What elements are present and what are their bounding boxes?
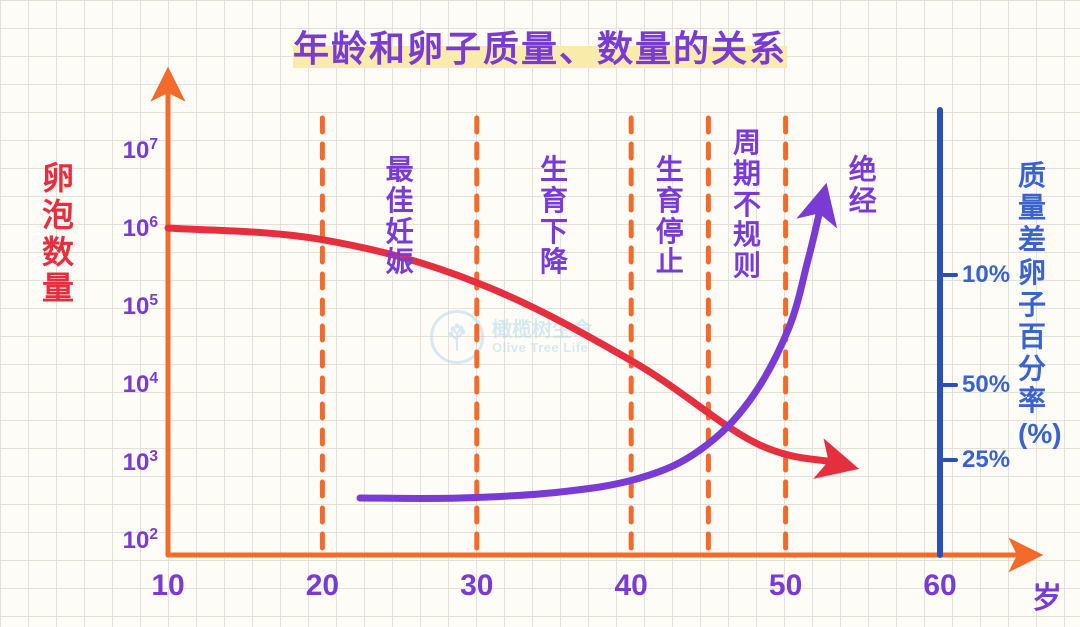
phase-label: 绝经 [849, 155, 877, 217]
y1-tick: 102 [98, 526, 158, 555]
phase-label: 最佳妊娠 [386, 155, 414, 278]
x-tick: 50 [769, 569, 802, 603]
y1-tick: 103 [98, 448, 158, 477]
y1-tick: 104 [98, 370, 158, 399]
y2-tick: 25% [962, 446, 1010, 474]
y1-tick: 105 [98, 292, 158, 321]
y1-tick: 107 [98, 136, 158, 165]
chart-root: 年龄和卵子质量、数量的关系 卵泡数量 质量差卵子百分率(%) 岁 橄榄树生命 O… [0, 0, 1080, 627]
x-tick: 30 [460, 569, 493, 603]
x-tick: 20 [306, 569, 339, 603]
x-tick: 60 [923, 569, 956, 603]
phase-label: 生育停止 [656, 155, 684, 278]
y2-tick: 50% [962, 371, 1010, 399]
y1-tick: 106 [98, 214, 158, 243]
plot-svg [0, 0, 1080, 627]
x-tick: 40 [615, 569, 648, 603]
phase-label: 周期不规则 [733, 128, 761, 282]
phase-label: 生育下降 [540, 155, 568, 278]
y2-tick: 10% [962, 261, 1010, 289]
x-tick: 10 [151, 569, 184, 603]
